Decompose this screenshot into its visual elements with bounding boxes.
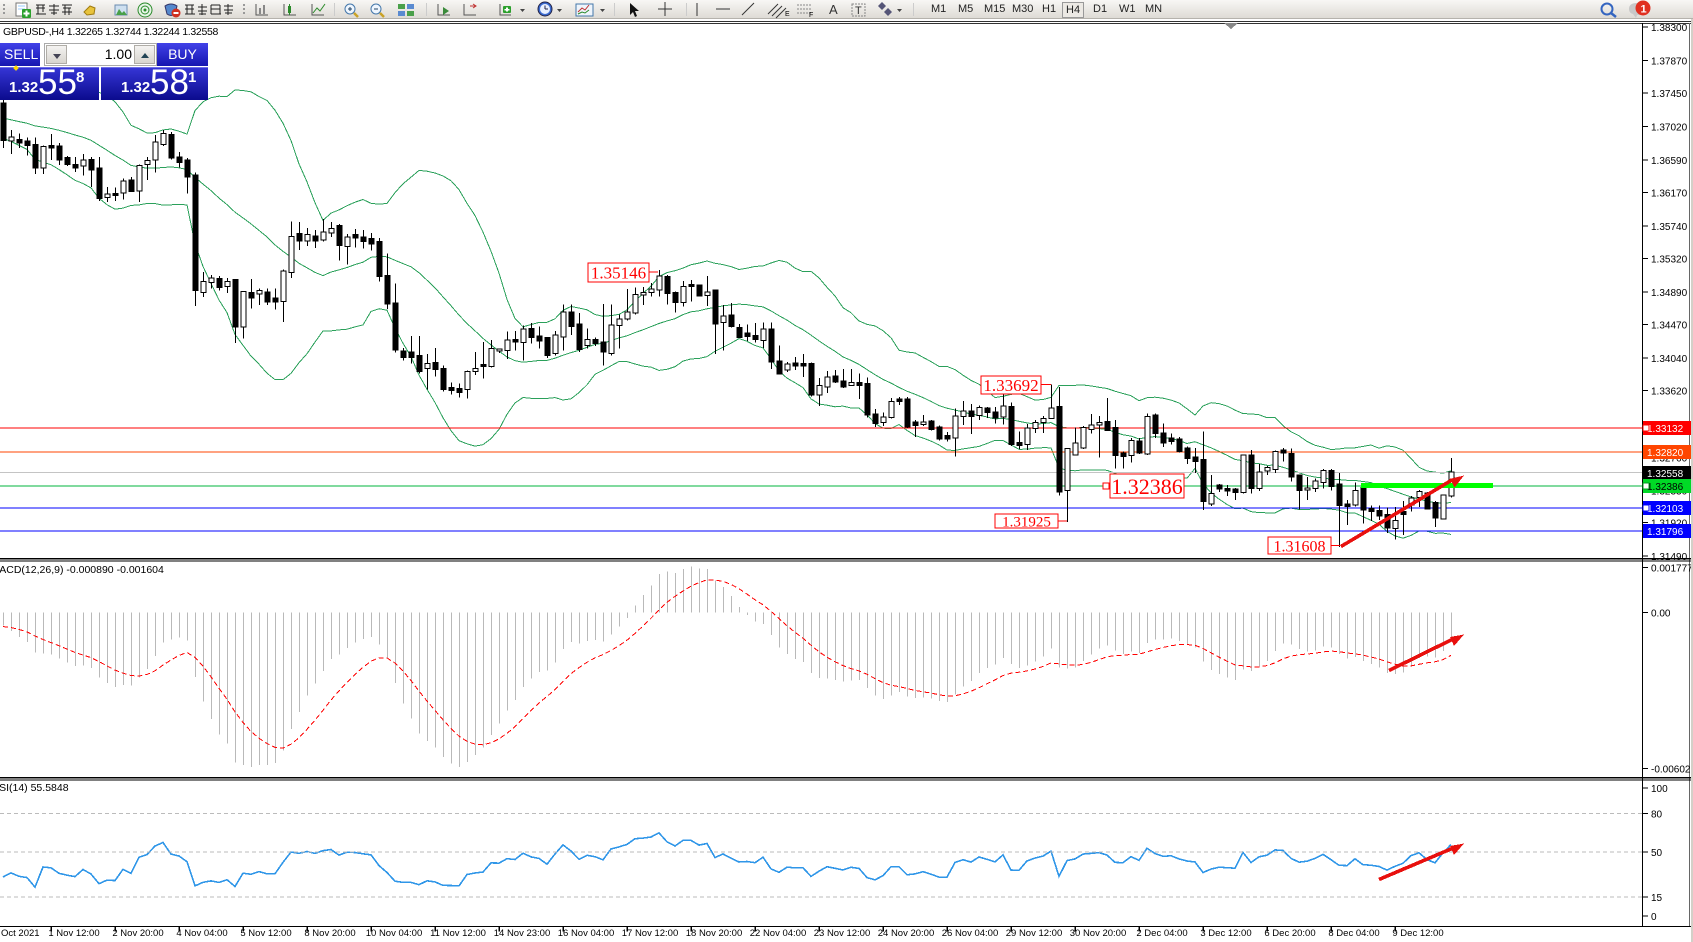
svg-text:1.33620: 1.33620 [1651,387,1688,398]
svg-text:3 Dec 12:00: 3 Dec 12:00 [1200,928,1251,939]
svg-text:24 Nov 20:00: 24 Nov 20:00 [878,928,935,939]
svg-text:0: 0 [1651,912,1657,923]
svg-text:11 Nov 12:00: 11 Nov 12:00 [430,928,486,939]
svg-text:50: 50 [1651,848,1663,859]
svg-text:1.37020: 1.37020 [1651,122,1688,133]
svg-text:23 Nov 12:00: 23 Nov 12:00 [814,928,871,939]
svg-text:F: F [809,12,813,19]
svg-text:2 Nov 20:00: 2 Nov 20:00 [112,928,163,939]
svg-text:6 Dec 20:00: 6 Dec 20:00 [1264,928,1315,939]
svg-text:1.34470: 1.34470 [1651,321,1688,332]
svg-text:1.32386: 1.32386 [1647,482,1684,493]
svg-text:E: E [785,11,790,18]
svg-text:1.37870: 1.37870 [1651,56,1688,67]
svg-text:1: 1 [1641,4,1647,16]
svg-text:30 Nov 20:00: 30 Nov 20:00 [1070,928,1127,939]
svg-text:1.38300: 1.38300 [1651,23,1688,34]
svg-text:1.35740: 1.35740 [1651,222,1688,233]
svg-text:1.32103: 1.32103 [1647,504,1684,515]
svg-text:1.35146: 1.35146 [591,264,646,283]
svg-text:1.33132: 1.33132 [1647,424,1684,435]
svg-text:1.31608: 1.31608 [1274,538,1326,555]
svg-text:1.33692: 1.33692 [983,376,1038,395]
svg-text:4 Nov 04:00: 4 Nov 04:00 [176,928,227,939]
svg-text:1.36590: 1.36590 [1651,156,1688,167]
svg-text:1.37450: 1.37450 [1651,89,1688,100]
svg-text:5 Nov 12:00: 5 Nov 12:00 [240,928,291,939]
svg-text:GBPUSD-,H4 1.32265 1.32744 1.: GBPUSD-,H4 1.32265 1.32744 1.32244 1.325… [3,26,219,38]
svg-text:1.32558: 1.32558 [1647,469,1684,480]
svg-text:1.31490: 1.31490 [1651,552,1688,563]
svg-text:-0.00602: -0.00602 [1651,765,1691,776]
svg-text:17 Nov 12:00: 17 Nov 12:00 [622,928,679,939]
svg-text:A: A [829,2,838,17]
svg-text:9 Dec 12:00: 9 Dec 12:00 [1392,928,1443,939]
svg-text:14 Nov 23:00: 14 Nov 23:00 [494,928,551,939]
svg-text:T: T [855,5,862,17]
svg-text:15: 15 [1651,893,1663,904]
svg-text:10 Nov 04:00: 10 Nov 04:00 [366,928,423,939]
svg-text:80: 80 [1651,810,1663,821]
svg-text:22 Nov 04:00: 22 Nov 04:00 [750,928,807,939]
svg-text:29 Nov 12:00: 29 Nov 12:00 [1006,928,1063,939]
svg-text:Oct 2021: Oct 2021 [1,928,40,939]
svg-text:16 Nov 04:00: 16 Nov 04:00 [558,928,615,939]
svg-text:MACD(12,26,9) -0.000890 -0.001: MACD(12,26,9) -0.000890 -0.001604 [0,564,164,576]
svg-text:1.36170: 1.36170 [1651,189,1688,200]
svg-text:1.34040: 1.34040 [1651,354,1688,365]
svg-text:1 Nov 12:00: 1 Nov 12:00 [48,928,99,939]
svg-text:26 Nov 04:00: 26 Nov 04:00 [942,928,999,939]
svg-text:100: 100 [1651,784,1668,795]
svg-text:RSI(14) 55.5848: RSI(14) 55.5848 [0,782,69,794]
svg-text:1.32386: 1.32386 [1111,474,1183,499]
svg-text:1.35320: 1.35320 [1651,255,1688,266]
svg-text:1.32820: 1.32820 [1647,448,1684,459]
svg-text:1.31925: 1.31925 [1002,514,1051,530]
svg-text:0.00: 0.00 [1651,609,1671,620]
svg-text:8 Nov 20:00: 8 Nov 20:00 [304,928,355,939]
svg-text:1.34890: 1.34890 [1651,288,1688,299]
svg-text:1.31796: 1.31796 [1647,527,1684,538]
svg-text:8 Dec 04:00: 8 Dec 04:00 [1328,928,1379,939]
svg-text:2 Dec 04:00: 2 Dec 04:00 [1136,928,1187,939]
svg-text:0.001777: 0.001777 [1651,564,1693,575]
svg-text:18 Nov 20:00: 18 Nov 20:00 [686,928,743,939]
